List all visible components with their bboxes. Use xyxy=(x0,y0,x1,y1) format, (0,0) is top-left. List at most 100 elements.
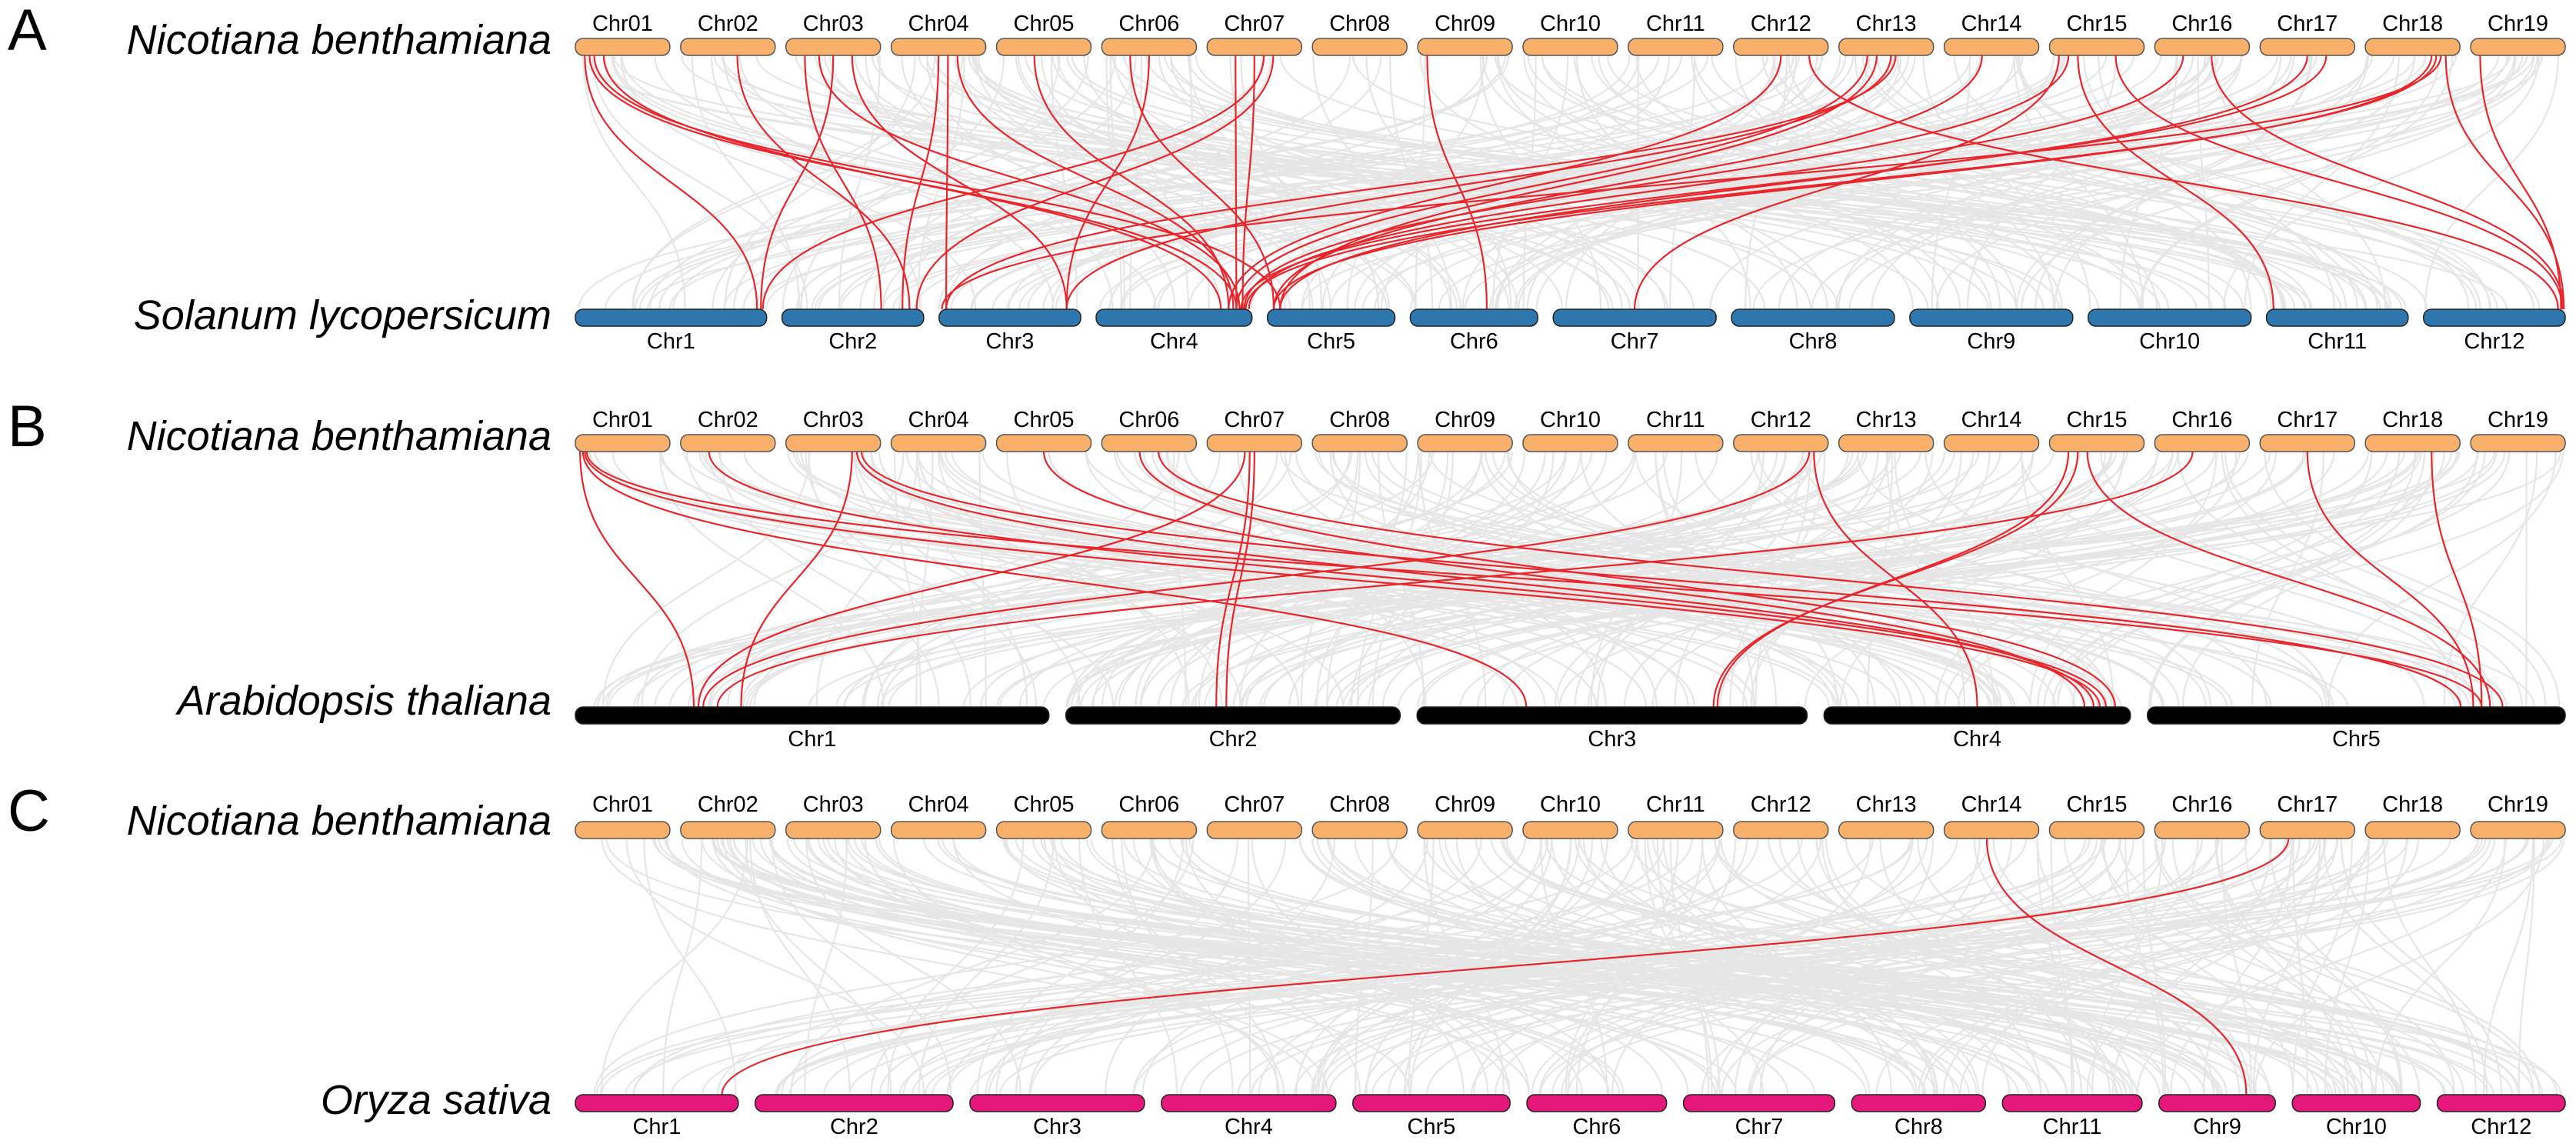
top-chromosome-label: Chr03 xyxy=(803,408,864,432)
background-link xyxy=(1867,451,1894,708)
top-chromosome-label: Chr06 xyxy=(1118,408,1179,432)
background-link xyxy=(2111,838,2273,1095)
top-chromosome-label: Chr17 xyxy=(2277,12,2338,36)
background-link xyxy=(1496,55,1798,310)
background-link xyxy=(1981,838,2199,1095)
bottom-chromosome-label: Chr4 xyxy=(1225,1115,1273,1139)
background-link xyxy=(1321,838,2167,1095)
background-link xyxy=(1315,451,1449,708)
top-chromosome-bar xyxy=(1311,821,1408,839)
bottom-chromosome-bar xyxy=(2158,1094,2276,1112)
background-links xyxy=(578,55,2559,310)
background-link xyxy=(925,55,1176,310)
top-species-name: Nicotiana benthamiana xyxy=(127,17,552,63)
synteny-link xyxy=(804,55,882,310)
background-link xyxy=(769,838,2139,1095)
top-chromosome-bar xyxy=(680,434,776,452)
background-link xyxy=(824,55,1610,310)
background-link xyxy=(808,838,1927,1095)
background-link xyxy=(863,451,1221,708)
top-chromosome-bar xyxy=(2259,821,2355,839)
background-link xyxy=(1918,838,2338,1095)
background-link xyxy=(1293,838,2220,1095)
background-link xyxy=(582,55,686,310)
background-link xyxy=(914,55,2318,310)
background-link xyxy=(1797,838,2134,1095)
panel-letter: B xyxy=(8,394,47,459)
bottom-chromosome-label: Chr6 xyxy=(1450,329,1498,354)
background-link xyxy=(946,838,1482,1095)
background-link xyxy=(2177,451,2494,708)
background-link xyxy=(608,451,2023,708)
background-link xyxy=(2254,838,2545,1095)
top-chromosome-bar xyxy=(680,38,776,56)
background-link xyxy=(1787,55,2158,310)
top-chromosome-label: Chr18 xyxy=(2382,408,2443,432)
background-link xyxy=(940,451,2031,708)
background-link xyxy=(768,838,2030,1095)
synteny-link xyxy=(1241,55,1255,310)
background-link xyxy=(2017,55,2491,310)
bottom-chromosome-label: Chr11 xyxy=(2308,329,2367,354)
background-link xyxy=(800,451,1598,708)
background-link xyxy=(2118,838,2535,1095)
top-chromosome-bar xyxy=(1628,38,1724,56)
top-chromosome-label: Chr15 xyxy=(2066,12,2127,36)
bottom-chromosome-bar xyxy=(1161,1094,1337,1112)
bottom-chromosome-bar xyxy=(575,706,1050,725)
background-link xyxy=(1470,838,2370,1095)
bottom-chromosome-bar xyxy=(1065,706,1401,725)
bottom-chromosome-bar xyxy=(2146,706,2566,725)
synteny-link xyxy=(761,55,1265,310)
bottom-chromosome-label: Chr2 xyxy=(828,329,877,354)
background-link xyxy=(636,451,1435,708)
top-chromosome-bar xyxy=(1101,38,1198,56)
top-chromosome-bar xyxy=(2154,434,2251,452)
top-chromosome-bar xyxy=(1206,38,1303,56)
background-link xyxy=(1541,55,2498,310)
top-chromosome-bar xyxy=(680,821,776,839)
top-chromosome-label: Chr17 xyxy=(2277,792,2338,817)
top-chromosome-label: Chr15 xyxy=(2066,792,2127,817)
top-chromosome-bar xyxy=(1943,434,2040,452)
top-chromosome-label: Chr17 xyxy=(2277,408,2338,432)
synteny-link xyxy=(861,451,2462,708)
background-link xyxy=(716,838,1526,1095)
background-link xyxy=(602,451,811,708)
background-link xyxy=(881,55,1351,310)
bottom-chromosome-bar xyxy=(1909,308,2074,327)
background-link xyxy=(1811,55,2516,310)
background-link xyxy=(1029,838,1665,1095)
background-link xyxy=(726,451,1180,708)
background-link xyxy=(1386,451,2481,708)
background-link xyxy=(2518,838,2535,1095)
bottom-chromosome-label: Chr11 xyxy=(2043,1115,2102,1139)
background-link xyxy=(1374,55,2242,310)
background-link xyxy=(1065,451,1955,708)
top-chromosome-label: Chr02 xyxy=(698,408,758,432)
background-link xyxy=(871,55,2061,310)
top-chromosome-bar xyxy=(1417,434,1513,452)
background-link xyxy=(1464,55,2508,310)
background-link xyxy=(2100,451,2523,708)
background-link xyxy=(1194,451,1787,708)
synteny-link xyxy=(2306,451,2474,708)
background-link xyxy=(1426,838,2319,1095)
top-chromosome-bar xyxy=(890,434,987,452)
background-link xyxy=(2214,838,2349,1095)
background-link xyxy=(1191,451,2305,708)
background-link xyxy=(2264,451,2561,708)
background-link xyxy=(1090,838,2313,1095)
background-link xyxy=(775,838,2562,1095)
background-link xyxy=(1485,451,2116,708)
background-link xyxy=(621,55,1417,310)
top-chromosome-bar xyxy=(995,434,1092,452)
top-chromosome-bar xyxy=(1522,821,1618,839)
top-chromosome-bar xyxy=(2154,821,2251,839)
background-link xyxy=(686,451,1115,708)
top-chromosome-label: Chr05 xyxy=(1014,792,1075,817)
background-link xyxy=(672,55,1510,310)
top-chromosome-label: Chr11 xyxy=(1646,12,1705,36)
top-chromosome-bar xyxy=(1733,434,1829,452)
background-link xyxy=(625,838,925,1095)
